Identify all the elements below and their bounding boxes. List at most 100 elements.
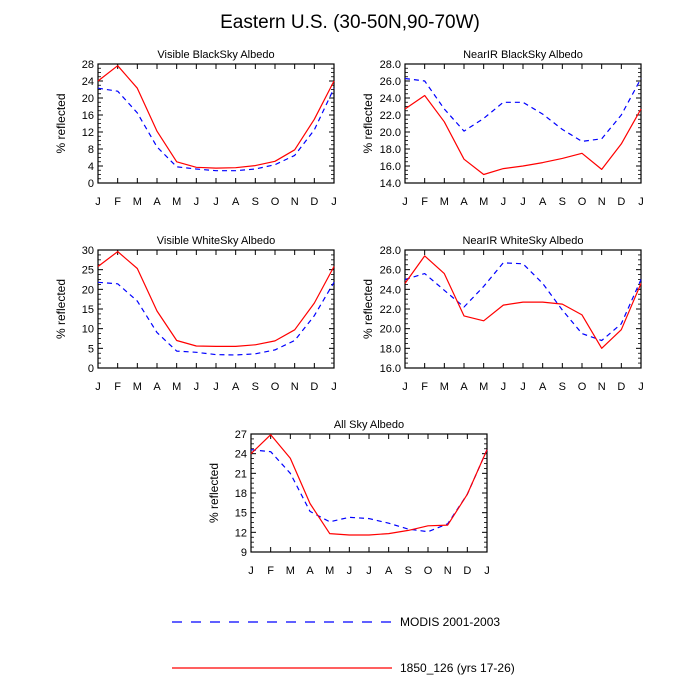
x-tick-label: D xyxy=(617,381,625,393)
x-tick-label: M xyxy=(479,196,488,208)
y-tick-label: 16.0 xyxy=(380,363,401,375)
y-tick-label: 12 xyxy=(82,127,94,139)
x-tick-label: S xyxy=(252,381,259,393)
y-axis-label: % reflected xyxy=(54,93,68,153)
y-tick-label: 18 xyxy=(235,488,247,500)
x-tick-label: J xyxy=(520,381,526,393)
x-tick-label: O xyxy=(424,565,433,577)
x-tick-label: F xyxy=(114,381,121,393)
y-tick-label: 28.0 xyxy=(380,245,401,257)
y-tick-label: 8 xyxy=(88,144,94,156)
y-tick-label: 26.0 xyxy=(380,265,401,277)
series-line-model xyxy=(404,255,642,349)
y-tick-label: 20.0 xyxy=(380,127,401,139)
x-tick-label: J xyxy=(95,196,101,208)
x-tick-label: D xyxy=(310,196,318,208)
y-tick-label: 4 xyxy=(88,161,94,173)
x-tick-label: A xyxy=(306,565,314,577)
panel-title: Visible BlackSky Albedo xyxy=(157,49,274,61)
legend-label: 1850_126 (yrs 17-26) xyxy=(400,661,515,675)
y-tick-label: 27 xyxy=(235,429,247,441)
x-tick-label: J xyxy=(213,196,219,208)
panel-title: Visible WhiteSky Albedo xyxy=(157,235,275,247)
x-tick-label: J xyxy=(95,381,101,393)
x-tick-label: O xyxy=(271,196,280,208)
series-line-modis xyxy=(404,77,642,142)
legend-label: MODIS 2001-2003 xyxy=(400,615,500,629)
y-axis-label: % reflected xyxy=(207,463,221,523)
x-tick-label: J xyxy=(347,565,353,577)
x-tick-label: N xyxy=(444,565,452,577)
x-tick-label: M xyxy=(440,381,449,393)
x-tick-label: J xyxy=(366,565,372,577)
x-tick-label: S xyxy=(252,196,259,208)
x-tick-label: O xyxy=(578,196,587,208)
series-line-modis xyxy=(97,87,335,172)
x-tick-label: J xyxy=(402,381,408,393)
x-tick-label: J xyxy=(638,381,644,393)
x-tick-label: S xyxy=(559,381,566,393)
x-tick-label: J xyxy=(331,381,337,393)
y-tick-label: 18.0 xyxy=(380,144,401,156)
x-tick-label: J xyxy=(194,381,200,393)
y-axis-label: % reflected xyxy=(361,93,375,153)
chart-panel-4: NearIR WhiteSky Albedo 16.0 18.0 20.0 22.0 24… xyxy=(361,235,644,393)
x-tick-label: M xyxy=(133,196,142,208)
x-tick-label: J xyxy=(194,196,200,208)
x-tick-label: M xyxy=(286,565,295,577)
y-tick-label: 18.0 xyxy=(380,343,401,355)
x-tick-label: M xyxy=(133,381,142,393)
x-tick-label: S xyxy=(559,196,566,208)
x-tick-label: A xyxy=(153,196,161,208)
x-tick-label: O xyxy=(271,381,280,393)
x-tick-label: A xyxy=(153,381,161,393)
y-tick-label: 22.0 xyxy=(380,110,401,122)
y-tick-label: 15 xyxy=(235,508,247,520)
y-tick-label: 28 xyxy=(82,59,94,71)
y-axis-label: % reflected xyxy=(54,279,68,339)
x-tick-label: J xyxy=(402,196,408,208)
x-tick-label: J xyxy=(520,196,526,208)
y-tick-label: 28.0 xyxy=(380,59,401,71)
series-line-model xyxy=(404,94,642,176)
x-tick-label: F xyxy=(267,565,274,577)
x-tick-label: A xyxy=(539,381,547,393)
x-tick-label: F xyxy=(421,196,428,208)
x-tick-label: A xyxy=(460,381,468,393)
x-tick-label: M xyxy=(325,565,334,577)
y-tick-label: 25 xyxy=(82,265,94,277)
x-tick-label: D xyxy=(463,565,471,577)
x-tick-label: J xyxy=(331,196,337,208)
series-line-modis xyxy=(404,262,642,342)
y-tick-label: 16.0 xyxy=(380,161,401,173)
x-tick-label: M xyxy=(172,196,181,208)
x-tick-label: J xyxy=(213,381,219,393)
figure-title: Eastern U.S. (30-50N,90-70W) xyxy=(220,12,480,33)
x-tick-label: M xyxy=(479,381,488,393)
x-tick-label: A xyxy=(232,196,240,208)
y-axis-label: % reflected xyxy=(361,279,375,339)
x-tick-label: D xyxy=(310,381,318,393)
series-line-modis xyxy=(97,281,335,356)
x-tick-label: N xyxy=(598,196,606,208)
x-tick-label: F xyxy=(421,381,428,393)
series-line-model xyxy=(97,65,335,169)
legend: MODIS 2001-2003 1850_126 (yrs 17-26) xyxy=(172,615,515,675)
x-tick-label: N xyxy=(291,196,299,208)
x-tick-label: A xyxy=(385,565,393,577)
x-tick-label: J xyxy=(248,565,254,577)
y-tick-label: 20.0 xyxy=(380,324,401,336)
y-tick-label: 15 xyxy=(82,304,94,316)
x-tick-label: N xyxy=(598,381,606,393)
plot-frame xyxy=(404,249,642,369)
y-tick-label: 10 xyxy=(82,324,94,336)
x-tick-label: M xyxy=(172,381,181,393)
y-tick-label: 24.0 xyxy=(380,284,401,296)
y-tick-label: 0 xyxy=(88,178,94,190)
x-tick-label: M xyxy=(440,196,449,208)
series-line-modis xyxy=(250,449,488,533)
y-tick-label: 14.0 xyxy=(380,178,401,190)
